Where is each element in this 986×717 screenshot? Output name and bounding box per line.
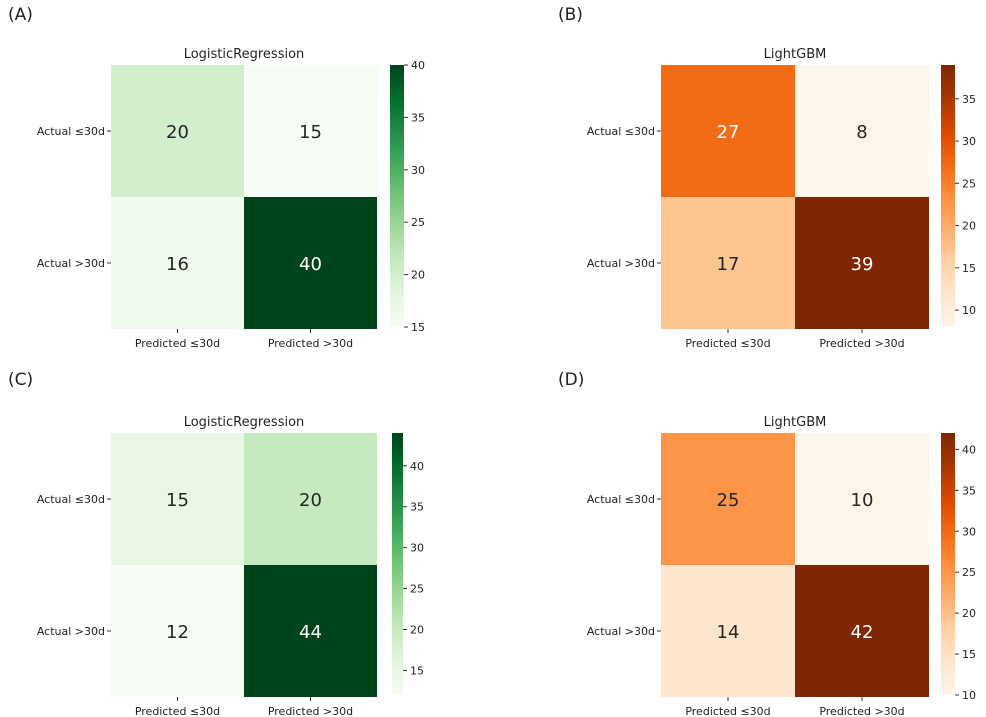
colorbar-tick-label: 15 bbox=[962, 262, 976, 275]
cell-value-label: 10 bbox=[851, 490, 874, 511]
x-tick-label: Predicted ≤30d bbox=[685, 705, 770, 717]
colorbar bbox=[941, 433, 955, 695]
y-tick-label: Actual >30d bbox=[37, 257, 105, 270]
cell-value-label: 40 bbox=[299, 254, 322, 275]
cell-value-label: 39 bbox=[851, 254, 874, 275]
colorbar-tick-label: 35 bbox=[410, 501, 424, 514]
cell-value-label: 12 bbox=[166, 622, 189, 643]
colorbar-tick-label: 30 bbox=[962, 525, 976, 538]
heatmap-cell bbox=[661, 565, 795, 697]
x-tick-label: Predicted ≤30d bbox=[135, 705, 220, 717]
colorbar-tick-label: 30 bbox=[962, 135, 976, 148]
chart-title: LogisticRegression bbox=[184, 47, 305, 62]
colorbar-tick-label: 35 bbox=[962, 93, 976, 106]
panel-label: (C) bbox=[8, 370, 33, 390]
chart-title: LightGBM bbox=[764, 47, 827, 62]
heatmap-cell bbox=[111, 565, 244, 697]
colorbar-tick-label: 25 bbox=[962, 566, 976, 579]
heatmap-cell bbox=[111, 433, 244, 565]
heatmap-cell bbox=[244, 565, 377, 697]
heatmap-cell bbox=[795, 433, 929, 565]
heatmap-cell bbox=[244, 65, 377, 197]
cell-value-label: 20 bbox=[166, 122, 189, 143]
colorbar-tick-label: 30 bbox=[411, 164, 425, 177]
colorbar-tick-label: 25 bbox=[411, 216, 425, 229]
x-tick-label: Predicted ≤30d bbox=[135, 337, 220, 350]
cell-value-label: 15 bbox=[299, 122, 322, 143]
y-tick-label: Actual ≤30d bbox=[587, 493, 655, 506]
cell-value-label: 17 bbox=[717, 254, 740, 275]
colorbar bbox=[941, 65, 955, 327]
panel-label: (B) bbox=[558, 5, 583, 25]
heatmap-cell bbox=[661, 197, 795, 329]
heatmap-cell bbox=[795, 565, 929, 697]
x-tick-label: Predicted ≤30d bbox=[685, 337, 770, 350]
x-tick-label: Predicted >30d bbox=[268, 337, 353, 350]
colorbar-tick-label: 30 bbox=[410, 542, 424, 555]
heatmap-cell bbox=[661, 433, 795, 565]
heatmap-panel-4: (D) LightGBM 25 10 14 42 Actual ≤30d Actual >30… bbox=[558, 370, 976, 717]
heatmap-cell bbox=[795, 197, 929, 329]
x-tick-label: Predicted >30d bbox=[819, 705, 904, 717]
colorbar-tick-label: 25 bbox=[962, 177, 976, 190]
cell-value-label: 14 bbox=[717, 622, 740, 643]
colorbar-tick-label: 20 bbox=[962, 220, 976, 233]
y-tick-label: Actual >30d bbox=[37, 625, 105, 638]
colorbar-tick-label: 40 bbox=[410, 460, 424, 473]
x-tick-label: Predicted >30d bbox=[268, 705, 353, 717]
heatmap-cell bbox=[111, 65, 244, 197]
cell-value-label: 25 bbox=[717, 490, 740, 511]
colorbar-tick-label: 10 bbox=[962, 689, 976, 702]
heatmap-cell bbox=[661, 65, 795, 197]
cell-value-label: 27 bbox=[717, 122, 740, 143]
colorbar-tick-label: 35 bbox=[962, 484, 976, 497]
heatmap-cell bbox=[111, 197, 244, 329]
colorbar-tick-label: 15 bbox=[411, 321, 425, 334]
colorbar-tick-label: 40 bbox=[962, 443, 976, 456]
heatmap-panel-3: (C) LogisticRegression 15 20 12 44 Actual ≤30d… bbox=[8, 370, 424, 717]
y-tick-label: Actual ≤30d bbox=[587, 125, 655, 138]
chart-title: LogisticRegression bbox=[184, 415, 305, 430]
colorbar-tick-label: 10 bbox=[962, 304, 976, 317]
colorbar bbox=[392, 433, 403, 695]
cell-value-label: 44 bbox=[299, 622, 322, 643]
colorbar-tick-label: 20 bbox=[411, 269, 425, 282]
cell-value-label: 8 bbox=[856, 122, 867, 143]
heatmap-cell bbox=[244, 433, 377, 565]
heatmap-panel-1: (A) LogisticRegression 20 15 16 40 Actual ≤30d… bbox=[8, 5, 425, 350]
colorbar bbox=[390, 65, 404, 327]
heatmap-cell bbox=[244, 197, 377, 329]
colorbar-tick-label: 40 bbox=[411, 59, 425, 72]
x-tick-label: Predicted >30d bbox=[819, 337, 904, 350]
heatmap-cell bbox=[795, 65, 929, 197]
cell-value-label: 15 bbox=[166, 490, 189, 511]
y-tick-label: Actual ≤30d bbox=[37, 125, 105, 138]
panel-label: (D) bbox=[558, 370, 584, 390]
y-tick-label: Actual >30d bbox=[587, 257, 655, 270]
panel-label: (A) bbox=[8, 5, 33, 25]
colorbar-tick-label: 25 bbox=[410, 583, 424, 596]
cell-value-label: 20 bbox=[299, 490, 322, 511]
chart-title: LightGBM bbox=[764, 415, 827, 430]
cell-value-label: 42 bbox=[851, 622, 874, 643]
colorbar-tick-label: 15 bbox=[410, 664, 424, 677]
colorbar-tick-label: 20 bbox=[410, 624, 424, 637]
cell-value-label: 16 bbox=[166, 254, 189, 275]
heatmap-panel-2: (B) LightGBM 27 8 17 39 Actual ≤30d Actual >30d… bbox=[558, 5, 976, 350]
y-tick-label: Actual >30d bbox=[587, 625, 655, 638]
colorbar-tick-label: 35 bbox=[411, 111, 425, 124]
colorbar-tick-label: 20 bbox=[962, 607, 976, 620]
y-tick-label: Actual ≤30d bbox=[37, 493, 105, 506]
colorbar-tick-label: 15 bbox=[962, 648, 976, 661]
